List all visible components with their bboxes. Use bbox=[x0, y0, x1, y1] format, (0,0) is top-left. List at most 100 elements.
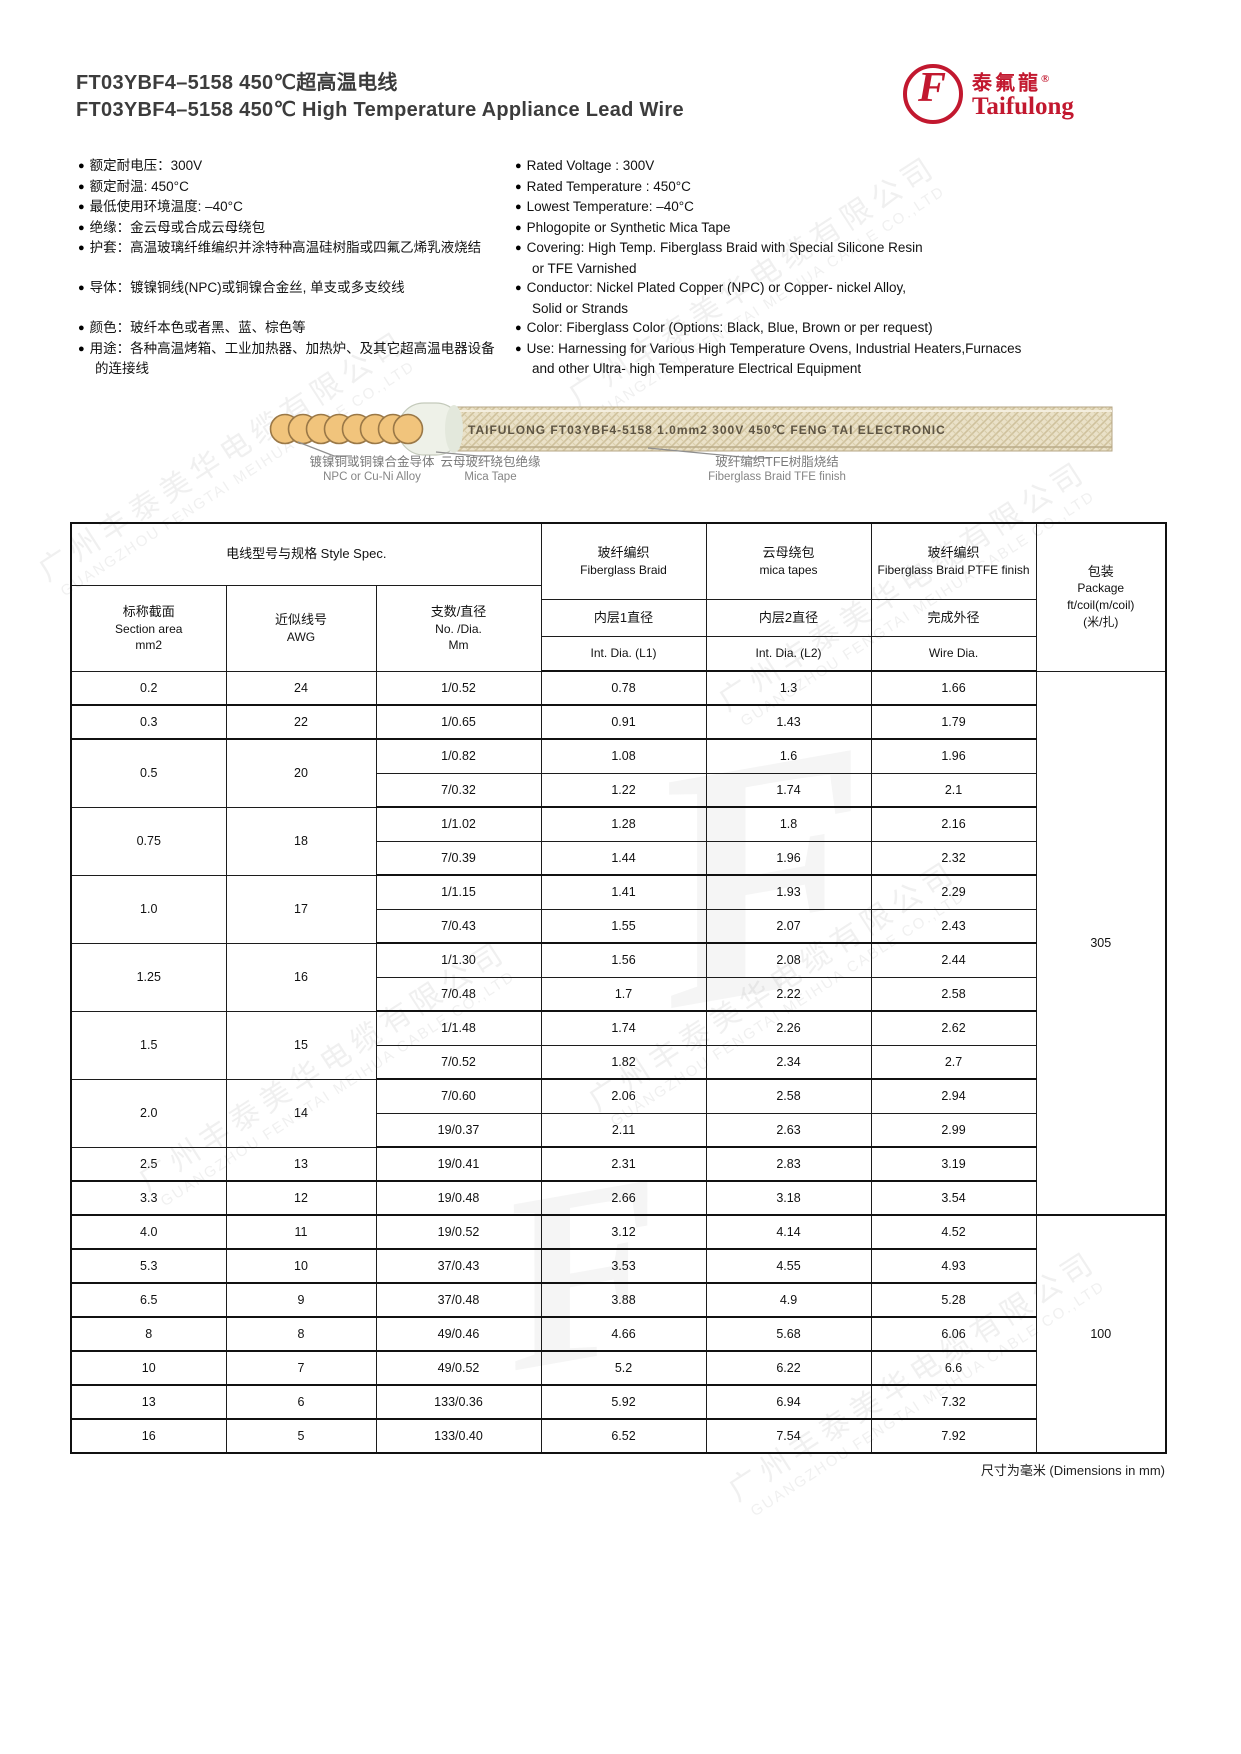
spec-line: ● Rated Temperature : 450°C bbox=[515, 177, 1115, 198]
cell-int-dia-l2: 7.54 bbox=[705, 1418, 872, 1454]
spec-line: ● 绝缘：金云母或合成云母绕包 bbox=[78, 218, 518, 239]
header-int-dia1-zh: 内层1直径 bbox=[540, 598, 707, 637]
logo-name-zh: 泰氟龍® bbox=[972, 72, 1053, 95]
cell-wire-dia: 7.32 bbox=[870, 1384, 1037, 1420]
cell-section-area: 13 bbox=[70, 1384, 227, 1420]
bullet-icon: ● bbox=[78, 342, 85, 355]
spec-line: Solid or Strands bbox=[515, 299, 1115, 319]
header-wire-dia-zh: 完成外径 bbox=[870, 598, 1037, 637]
cell-no-dia: 37/0.48 bbox=[375, 1282, 542, 1318]
header-no-dia: 支数/直径 No. /Dia. Mm bbox=[375, 584, 542, 672]
leader-lines bbox=[297, 441, 770, 459]
cell-wire-dia: 4.93 bbox=[870, 1248, 1037, 1284]
title-zh: FT03YBF4–5158 450℃超高温电线 bbox=[76, 72, 398, 94]
cell-wire-dia: 1.96 bbox=[870, 738, 1037, 774]
spec-gap bbox=[78, 259, 518, 279]
wire-jacket bbox=[451, 406, 1113, 452]
cell-no-dia: 1/0.65 bbox=[375, 704, 542, 740]
bullet-icon: ● bbox=[515, 221, 522, 234]
table-row: 19/0.37 2.11 2.63 2.99 bbox=[71, 1112, 1166, 1148]
table-row: 4.0 11 19/0.52 3.12 4.14 4.52 100 bbox=[70, 1214, 1167, 1454]
cell-int-dia-l2: 2.26 bbox=[705, 1010, 872, 1046]
table-row: 7/0.48 1.7 2.22 2.58 bbox=[71, 976, 1166, 1012]
cell-section-area: 10 bbox=[70, 1350, 227, 1386]
spec-line: ● 颜色：玻纤本色或者黑、蓝、棕色等 bbox=[78, 318, 518, 339]
cell-wire-dia: 2.1 bbox=[870, 772, 1037, 808]
specs-list-en: ● Rated Voltage : 300V ● Rated Temperature … bbox=[515, 156, 1115, 379]
cell-section-area: 0.75 bbox=[70, 806, 227, 876]
cell-section-area: 5.3 bbox=[70, 1248, 227, 1284]
cell-wire-dia: 2.32 bbox=[870, 840, 1037, 876]
cell-wire-dia: 2.94 bbox=[870, 1078, 1037, 1114]
cell-wire-dia: 2.16 bbox=[870, 806, 1037, 842]
cell-int-dia-l2: 1.3 bbox=[705, 670, 872, 706]
spec-text: Rated Temperature : 450°C bbox=[526, 178, 691, 194]
spec-text: Phlogopite or Synthetic Mica Tape bbox=[526, 219, 731, 235]
cell-no-dia: 133/0.40 bbox=[375, 1418, 542, 1454]
cell-int-dia-l1: 1.82 bbox=[540, 1044, 707, 1080]
cell-int-dia-l2: 1.8 bbox=[705, 806, 872, 842]
cell-section-area: 0.3 bbox=[70, 704, 227, 740]
cell-package: 100 bbox=[1035, 1214, 1167, 1454]
cell-awg: 20 bbox=[225, 738, 377, 808]
table-row: 0.5 20 1/0.82 1.08 1.6 1.96 bbox=[70, 738, 1166, 808]
cell-int-dia-l1: 4.66 bbox=[540, 1316, 707, 1352]
cell-wire-dia: 2.99 bbox=[870, 1112, 1037, 1148]
header-group-ptfe-finish: 玻纤编织 Fiberglass Braid PTFE finish bbox=[870, 522, 1037, 600]
cell-no-dia: 1/1.30 bbox=[375, 942, 542, 978]
title-en: FT03YBF4–5158 450℃ High Temperature Appl… bbox=[76, 99, 684, 121]
spec-line: ● Lowest Temperature: –40°C bbox=[515, 197, 1115, 218]
bullet-icon: ● bbox=[78, 322, 85, 334]
logo-circle-icon: F bbox=[903, 64, 963, 124]
cell-wire-dia: 1.79 bbox=[870, 704, 1037, 740]
spec-text: Rated Voltage : 300V bbox=[526, 158, 655, 173]
cell-int-dia-l1: 1.44 bbox=[540, 840, 707, 876]
cell-int-dia-l2: 1.43 bbox=[705, 704, 872, 740]
spec-line: ● 护套：高温玻璃纤维编织并涂特种高温硅树脂或四氟乙烯乳液烧结 bbox=[78, 238, 518, 259]
spec-line: ● 最低使用环境温度: –40°C bbox=[78, 197, 518, 218]
cell-no-dia: 49/0.46 bbox=[375, 1316, 542, 1352]
cell-awg: 22 bbox=[225, 704, 377, 740]
spec-text: Conductor: Nickel Plated Copper (NPC) or… bbox=[526, 280, 907, 295]
cell-section-area: 1.5 bbox=[70, 1010, 227, 1080]
cell-no-dia: 7/0.39 bbox=[375, 840, 542, 876]
cell-awg: 5 bbox=[225, 1418, 377, 1454]
table-row: 0.2 24 1/0.52 0.78 1.3 1.66 305 bbox=[70, 670, 1167, 1216]
cell-int-dia-l1: 1.28 bbox=[540, 806, 707, 842]
table-row: 16 5 133/0.40 6.52 7.54 7.92 bbox=[70, 1418, 1166, 1454]
cell-section-area: 2.5 bbox=[70, 1146, 227, 1182]
cell-no-dia: 133/0.36 bbox=[375, 1384, 542, 1420]
cell-int-dia-l1: 2.06 bbox=[540, 1078, 707, 1114]
wire-label-conductor: 镀镍铜或铜镍合金导体 NPC or Cu-Ni Alloy bbox=[309, 455, 435, 483]
cell-int-dia-l1: 1.22 bbox=[540, 772, 707, 808]
cell-int-dia-l1: 5.92 bbox=[540, 1384, 707, 1420]
cell-wire-dia: 2.43 bbox=[870, 908, 1037, 944]
cell-int-dia-l2: 2.63 bbox=[705, 1112, 872, 1148]
spec-line: ● 额定耐电压：300V bbox=[78, 156, 518, 177]
table-row: 0.75 18 1/1.02 1.28 1.8 2.16 bbox=[70, 806, 1166, 876]
spec-line: 的连接线 bbox=[78, 359, 518, 379]
table-row: 5.3 10 37/0.43 3.53 4.55 4.93 bbox=[70, 1248, 1166, 1284]
cell-no-dia: 1/0.82 bbox=[375, 738, 542, 774]
spec-text: 用途：各种高温烤箱、工业加热器、加热炉、及其它超高温电器设备 bbox=[89, 340, 495, 356]
spec-text: 的连接线 bbox=[95, 361, 149, 376]
cell-no-dia: 19/0.52 bbox=[375, 1214, 542, 1250]
cell-wire-dia: 7.92 bbox=[870, 1418, 1037, 1454]
wire-conductor-strands bbox=[269, 413, 424, 445]
brand-logo: F 泰氟龍® Taifulong bbox=[903, 64, 1074, 124]
cell-int-dia-l2: 3.18 bbox=[705, 1180, 872, 1216]
table-row: 3.3 12 19/0.48 2.66 3.18 3.54 bbox=[70, 1180, 1166, 1216]
bullet-icon: ● bbox=[515, 322, 522, 334]
cell-no-dia: 7/0.32 bbox=[375, 772, 542, 808]
bullet-icon: ● bbox=[78, 282, 85, 294]
cell-int-dia-l2: 5.68 bbox=[705, 1316, 872, 1352]
wire-print-text: TAIFULONG FT03YBF4-5158 1.0mm2 300V 450℃… bbox=[468, 423, 946, 437]
bullet-icon: ● bbox=[515, 160, 522, 172]
cell-no-dia: 7/0.48 bbox=[375, 976, 542, 1012]
wire-label-mica: 云母玻纤绕包绝缘 Mica Tape bbox=[440, 455, 541, 483]
spec-line: and other Ultra- high Temperature Electr… bbox=[515, 359, 1115, 379]
cell-int-dia-l1: 5.2 bbox=[540, 1350, 707, 1386]
spec-line: ● Phlogopite or Synthetic Mica Tape bbox=[515, 218, 1115, 239]
cell-int-dia-l1: 1.7 bbox=[540, 976, 707, 1012]
spec-gap bbox=[78, 299, 518, 319]
